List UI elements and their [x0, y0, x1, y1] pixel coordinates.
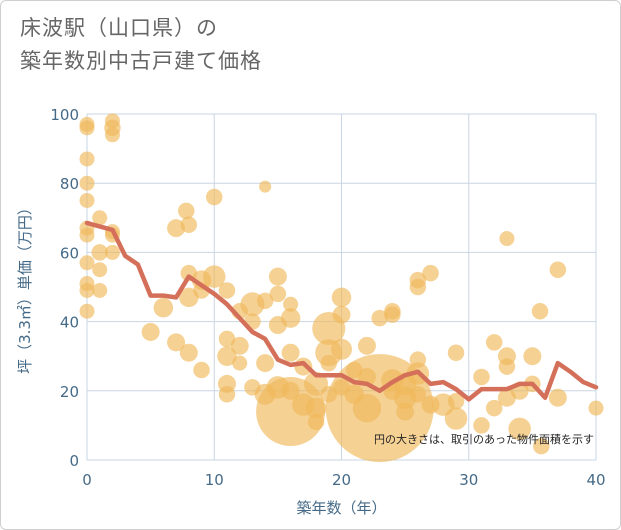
bubble-point [79, 175, 95, 191]
bubble-point [178, 202, 195, 220]
bubble-point [268, 267, 287, 286]
bubble-point [281, 343, 300, 362]
bubble-point [531, 302, 549, 320]
bubble-point [499, 231, 515, 247]
bubble-point [167, 333, 186, 352]
bubble-point [307, 413, 325, 431]
bubble-point [447, 392, 465, 410]
bubble-point [533, 437, 550, 455]
x-tick-label: 10 [205, 471, 224, 489]
bubble-point [409, 386, 427, 403]
bubble-point [331, 287, 352, 308]
bubble-point [79, 255, 95, 271]
bubble-point [331, 338, 352, 360]
y-tick-label: 80 [60, 175, 79, 193]
bubble-point [508, 417, 531, 441]
bubble-point [444, 407, 468, 430]
bubble-point [256, 377, 326, 447]
bubble-layer [79, 113, 604, 463]
bubble-point [498, 358, 516, 375]
chart-title-line1: 床波駅（山口県）の [20, 16, 218, 40]
grid [86, 113, 597, 461]
bubble-point [218, 386, 236, 403]
bubble-point [384, 306, 401, 323]
bubble-point [305, 397, 327, 419]
bubble-point [332, 305, 351, 324]
y-tick-label: 40 [60, 314, 79, 332]
bubble-point [259, 180, 272, 193]
bubble-point [79, 120, 95, 136]
chart-title-line2: 築年数別中古戸建て価格 [20, 49, 262, 73]
bubble-point [153, 298, 174, 318]
average-line-layer [84, 220, 599, 402]
bubble-point [218, 282, 236, 299]
bubble-point [447, 344, 465, 361]
bubble-point [473, 417, 490, 434]
y-tick-label: 100 [50, 106, 79, 124]
chart-title: 床波駅（山口県）の築年数別中古戸建て価格 [20, 12, 262, 78]
average-line [84, 220, 599, 402]
bubble-point [79, 282, 95, 298]
bubble-point [548, 388, 567, 407]
bubble-point [104, 244, 120, 260]
bubble-point [280, 308, 301, 328]
bubble-point [92, 282, 108, 298]
bubble-point [357, 336, 376, 355]
bubble-point [371, 309, 388, 327]
bubble-point [230, 336, 249, 355]
bubble-point [409, 278, 427, 296]
bubble-point [180, 216, 198, 233]
bubble-point [256, 354, 275, 373]
bubble-point [167, 219, 186, 238]
bubble-point [269, 285, 287, 303]
bubble-point [422, 264, 439, 282]
x-tick-label: 40 [586, 471, 605, 489]
bubble-point [203, 265, 226, 288]
bubble-point [79, 227, 95, 243]
bubble-point [92, 210, 108, 226]
bubble-point [485, 399, 503, 417]
bubble-point [396, 402, 415, 421]
bubble-point [79, 151, 95, 167]
bubble-point [256, 292, 274, 310]
bubble-point [193, 361, 210, 379]
y-tick-label: 20 [60, 383, 79, 401]
y-ticks: 0 20 40 60 80 100 [50, 106, 79, 470]
bubble-point [283, 296, 299, 312]
bubble-point [232, 355, 248, 371]
bubble-point [523, 347, 542, 366]
y-axis-label: 坪（3.3㎡）単価（万円） [16, 200, 34, 374]
bubble-point [141, 322, 160, 341]
x-ticks: 0 10 20 30 40 [82, 471, 605, 489]
y-tick-label: 60 [60, 244, 79, 262]
bubble-point [473, 368, 490, 386]
bubble-point [320, 354, 338, 372]
bubble-point [91, 244, 108, 261]
bubble-point [217, 346, 237, 366]
bubble-point [549, 261, 567, 278]
size-note: 円の大きさは、取引のあった物件面積を示す [374, 432, 594, 446]
bubble-point [79, 193, 95, 208]
bubble-point [588, 400, 604, 416]
bubble-point [485, 334, 503, 351]
x-tick-label: 0 [82, 471, 92, 489]
x-axis-label: 築年数（年） [296, 499, 386, 517]
x-tick-label: 30 [459, 471, 478, 489]
x-tick-label: 20 [332, 471, 351, 489]
y-tick-label: 0 [69, 452, 79, 470]
bubble-point [179, 343, 198, 362]
bubble-point [92, 262, 108, 278]
bubble-point [79, 303, 95, 319]
bubble-point [218, 330, 236, 348]
bubble-point [206, 188, 223, 206]
bubble-point [104, 127, 120, 143]
